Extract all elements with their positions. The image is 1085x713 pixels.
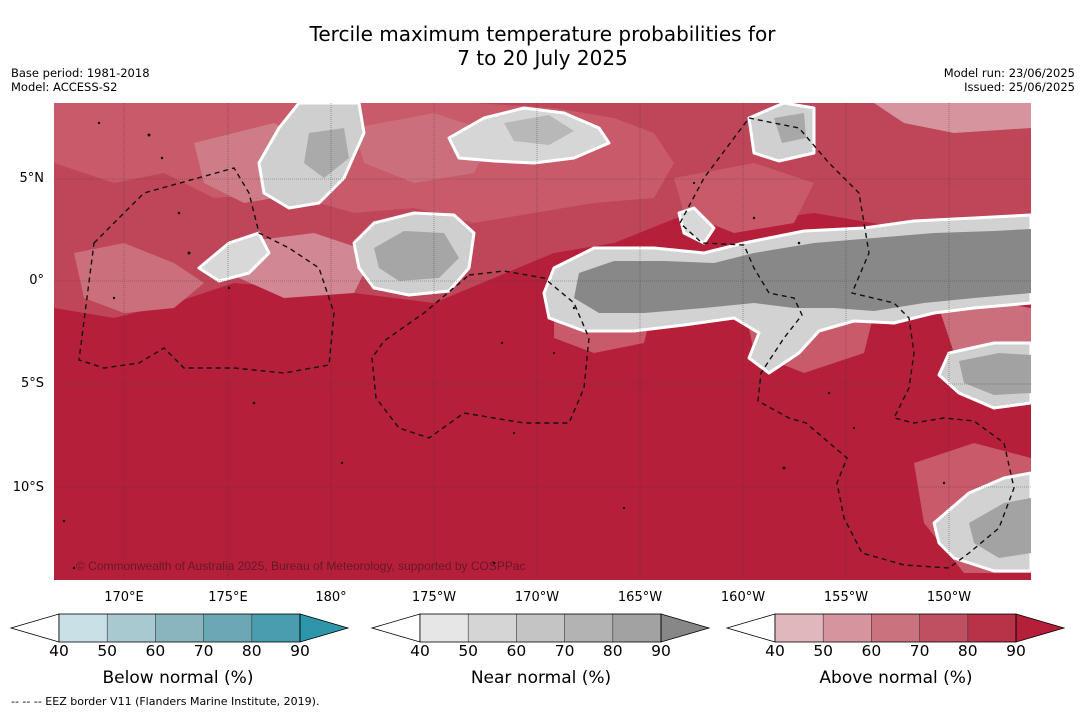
issued-label: Issued: 25/06/2025: [964, 80, 1075, 94]
colorbar-below-title: Below normal (%): [102, 668, 254, 688]
lat-label-0: 0°: [29, 273, 44, 288]
above-colorbar-max-triangle: [1015, 613, 1066, 643]
above-colorbar-tick-label: 70: [909, 642, 930, 660]
above-colorbar-segment: [775, 614, 824, 642]
near-colorbar-frame: [419, 613, 662, 643]
eez-borders: [78, 117, 1015, 569]
below-colorbar-segment: [155, 614, 204, 642]
title-line-2: 7 to 20 July 2025: [457, 46, 628, 70]
model-run-label: Model run: 23/06/2025: [943, 66, 1075, 80]
lon-label-175e: 175°E: [208, 590, 248, 605]
near-colorbar-tick-label: 90: [651, 642, 671, 660]
below-colorbar-tick-label: 70: [193, 642, 214, 660]
above-colorbar-tick-label: 90: [1006, 642, 1026, 660]
above-colorbar-min-triangle: [725, 613, 776, 643]
near-colorbar-tick-label: 40: [410, 642, 430, 660]
map-svg: © Commonwealth of Australia 2025, Bureau…: [54, 103, 1031, 580]
below-colorbar-segment: [59, 614, 108, 642]
near-colorbar-tick-label: 70: [554, 642, 575, 660]
colorbar-near-title: Near normal (%): [470, 668, 612, 688]
lon-label-165w: 165°W: [617, 590, 663, 605]
lat-label-5n: 5°N: [19, 171, 45, 186]
copyright-text: © Commonwealth of Australia 2025, Bureau…: [76, 559, 526, 573]
lon-label-160w: 160°W: [720, 590, 766, 605]
base-period-label: Base period: 1981-2018: [11, 66, 150, 80]
near-colorbar-min-triangle: [370, 613, 421, 643]
probability-map: © Commonwealth of Australia 2025, Bureau…: [54, 103, 1031, 580]
above-colorbar-frame: [774, 613, 1017, 643]
lat-label-5s: 5°S: [20, 376, 44, 391]
near-colorbar-tick-label: 60: [506, 642, 527, 660]
lon-label-175w: 175°W: [411, 590, 457, 605]
below-colorbar-tick-label: 40: [49, 642, 69, 660]
lon-label-170e: 170°E: [104, 590, 144, 605]
below-colorbar-tick-label: 60: [145, 642, 166, 660]
near-colorbar-segment: [420, 614, 469, 642]
title-line-1: Tercile maximum temperature probabilitie…: [309, 22, 776, 46]
lon-label-170w: 170°W: [514, 590, 560, 605]
below-colorbar-max-triangle: [299, 613, 350, 643]
lon-label-150w: 150°W: [926, 590, 972, 605]
above-colorbar-tick-label: 40: [765, 642, 785, 660]
above-colorbar-segment: [919, 614, 968, 642]
near-normal-regions: [197, 103, 1031, 573]
above-colorbar-tick-label: 50: [813, 642, 834, 660]
model-label: Model: ACCESS-S2: [11, 80, 118, 94]
lon-label-155w: 155°W: [823, 590, 869, 605]
lat-label-10s: 10°S: [12, 480, 44, 495]
colorbar-above-normal: [725, 613, 1066, 643]
near-colorbar-tick-label: 50: [458, 642, 479, 660]
eez-note: -- -- -- EEZ border V11 (Flanders Marine…: [11, 695, 320, 708]
near-colorbar-segment: [516, 614, 565, 642]
below-colorbar-tick-label: 90: [290, 642, 310, 660]
below-colorbar-min-triangle: [9, 613, 60, 643]
above-colorbar-segment: [823, 614, 872, 642]
above-colorbar-tick-label: 60: [861, 642, 882, 660]
colorbar-above-title: Above normal (%): [819, 668, 973, 688]
below-colorbar-tick-label: 80: [241, 642, 262, 660]
below-colorbar-segment: [251, 614, 300, 642]
near-colorbar-max-triangle: [660, 613, 711, 643]
colorbar-near-normal: [370, 613, 711, 643]
island-markers: [62, 121, 946, 570]
near-colorbar-segment: [468, 614, 517, 642]
above-colorbar-segment: [967, 614, 1016, 642]
above-colorbar-tick-label: 80: [957, 642, 978, 660]
below-colorbar-segment: [107, 614, 156, 642]
near-colorbar-tick-label: 80: [602, 642, 623, 660]
below-colorbar-frame: [58, 613, 301, 643]
colorbar-below-normal: [9, 613, 350, 643]
below-colorbar-tick-label: 50: [97, 642, 118, 660]
near-colorbar-segment: [564, 614, 613, 642]
colorbars-svg: [9, 613, 1066, 643]
lon-label-180: 180°: [315, 590, 347, 605]
above-colorbar-segment: [871, 614, 920, 642]
below-colorbar-segment: [203, 614, 252, 642]
near-colorbar-segment: [612, 614, 661, 642]
